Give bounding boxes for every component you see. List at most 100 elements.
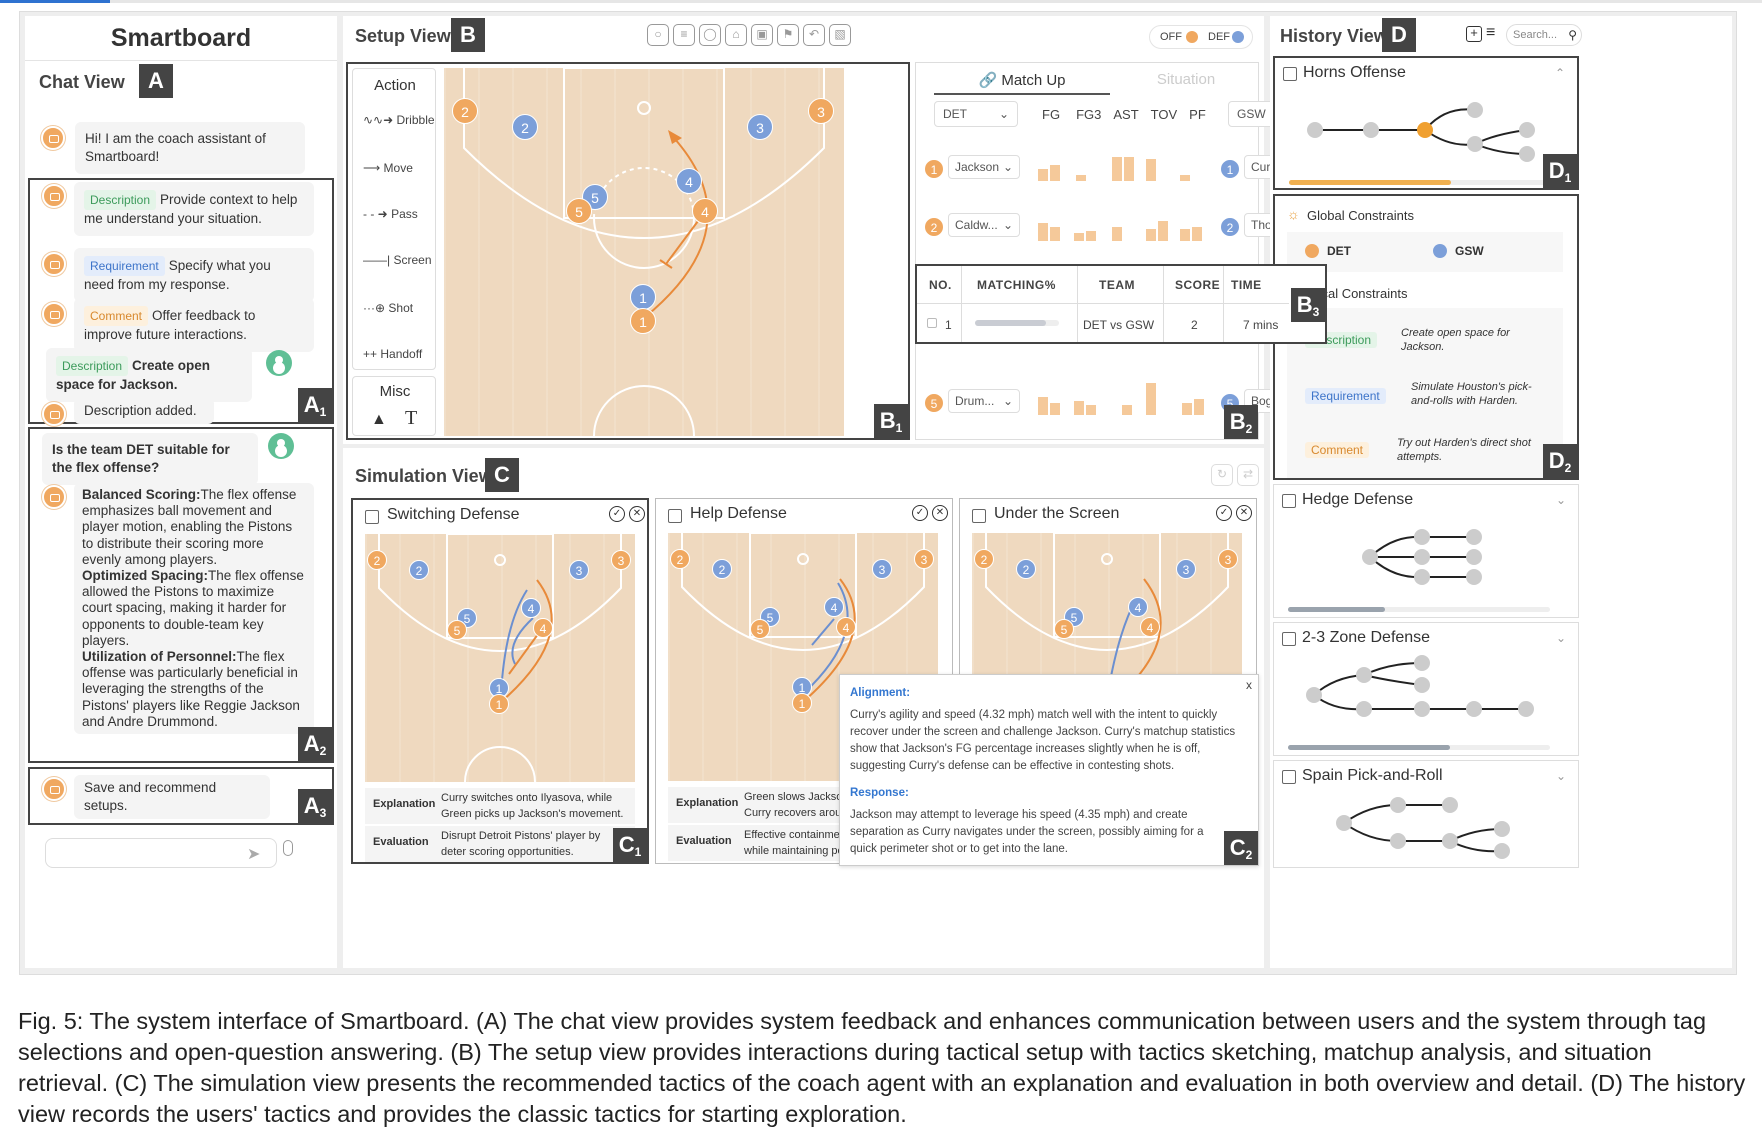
swap-icon[interactable]: ⇄ — [1237, 464, 1259, 486]
team-toggle[interactable]: OFF DEF — [1149, 25, 1253, 49]
stat-header: FG FG3 AST TOV PF — [1042, 107, 1206, 122]
card-title: Under the Screen — [994, 505, 1120, 522]
matchup-1-left-select[interactable]: Jackson ⌄ — [948, 155, 1020, 179]
b3-tag: B3 — [1291, 288, 1325, 322]
matchup-2-left-select[interactable]: Caldw... ⌄ — [948, 213, 1020, 237]
chat-a3-box: Save and recommend setups. A3 — [28, 767, 334, 825]
save-icon[interactable]: ▣ — [751, 24, 773, 46]
a3-tag: A3 — [298, 789, 332, 823]
tactic-icon — [365, 510, 379, 524]
player-o3: 3 — [1218, 549, 1238, 569]
card-title: Spain Pick-and-Roll — [1302, 767, 1443, 784]
chevron-down-icon[interactable]: ⌄ — [1555, 769, 1566, 783]
history-card-horns[interactable]: Horns Offense ⌃ D1 — [1273, 56, 1579, 190]
team-left-select[interactable]: DET ⌄ — [934, 101, 1018, 127]
tactic-tree — [1362, 529, 1482, 585]
accept-icon[interactable]: ✓ — [609, 506, 625, 522]
offense-player-5[interactable]: 5 — [566, 198, 592, 224]
sketch-court[interactable]: 2 2 3 3 4 4 5 5 1 1 — [444, 68, 844, 436]
tag-option-comment[interactable]: Comment Offer feedback to improve future … — [74, 298, 314, 352]
description-chip: Description — [84, 190, 157, 210]
bot-avatar — [42, 184, 66, 208]
reject-icon[interactable]: ✕ — [1236, 505, 1252, 521]
handoff-icon: ++ — [363, 347, 378, 361]
history-card-spain[interactable]: Spain Pick-and-Roll ⌄ — [1273, 760, 1579, 868]
matching-bar — [975, 320, 1059, 326]
player-d2: 2 — [409, 560, 429, 580]
cone-icon[interactable]: ▲ — [371, 411, 387, 428]
action-handoff[interactable]: ++ Handoff — [363, 347, 423, 361]
chevron-down-icon[interactable]: ⌄ — [1555, 631, 1566, 645]
trash-icon[interactable]: ▧ — [829, 24, 851, 46]
flag-icon[interactable]: ⚑ — [777, 24, 799, 46]
action-pass[interactable]: - - ➜ Pass — [363, 207, 418, 221]
offense-player-1[interactable]: 1 — [630, 308, 656, 334]
undo-icon[interactable]: ↶ — [803, 24, 825, 46]
player-o4: 4 — [1140, 617, 1160, 637]
defense-player-2[interactable]: 2 — [512, 114, 538, 140]
player-d4: 4 — [824, 597, 844, 617]
defense-player-1[interactable]: 1 — [630, 284, 656, 310]
accept-icon[interactable]: ✓ — [1216, 505, 1232, 521]
offense-player-4[interactable]: 4 — [692, 198, 718, 224]
chat-input[interactable] — [45, 838, 277, 868]
action-shot[interactable]: ···⊕ Shot — [363, 301, 414, 315]
action-screen[interactable]: ——| Screen — [363, 253, 432, 267]
tactic-icon — [1282, 632, 1296, 646]
filter-icon[interactable]: ≡ — [1486, 24, 1496, 41]
action-move[interactable]: ⟶ Move — [363, 161, 413, 175]
offense-player-3[interactable]: 3 — [808, 98, 834, 124]
list-icon[interactable]: ≡ — [673, 24, 695, 46]
tactic-tree — [1307, 102, 1535, 162]
smartboard-app: Smartboard Chat View A Hi! I am the coac… — [19, 11, 1737, 975]
reject-icon[interactable]: ✕ — [932, 505, 948, 521]
history-card-zone[interactable]: 2-3 Zone Defense ⌄ — [1273, 622, 1579, 756]
chat-bubble-icon[interactable]: ○ — [647, 24, 669, 46]
offense-player-2[interactable]: 2 — [452, 98, 478, 124]
defense-player-4[interactable]: 4 — [676, 168, 702, 194]
defense-player-3[interactable]: 3 — [747, 114, 773, 140]
sim-card-switching[interactable]: Switching Defense ✓ ✕ 2 2 3 3 4 — [351, 498, 649, 864]
action-dribble[interactable]: ∿∿➜ Dribble — [363, 113, 435, 127]
tactic-icon — [1282, 770, 1296, 784]
setup-b1-box: Action ∿∿➜ Dribble ⟶ Move - - ➜ Pass ——|… — [346, 62, 910, 440]
search-input[interactable]: Search... ⚲ — [1506, 24, 1582, 46]
tag-option-description[interactable]: Description Provide context to help me un… — [74, 182, 314, 236]
save-recommend-bubble[interactable]: Save and recommend setups. — [74, 775, 270, 819]
tab-situation[interactable]: Situation — [1156, 71, 1216, 88]
table-row[interactable]: 1 DET vs GSW 2 7 mins — [917, 304, 1289, 342]
accept-icon[interactable]: ✓ — [912, 505, 928, 521]
progress-track — [1288, 745, 1550, 750]
chevron-up-icon[interactable]: ⌃ — [1554, 66, 1565, 80]
tactic-tree — [1336, 797, 1510, 859]
col-no: NO. — [929, 278, 952, 292]
refresh-icon[interactable]: ↻ — [1211, 464, 1233, 486]
tab-matchup[interactable]: 🔗 Match Up — [934, 71, 1110, 95]
chevron-down-icon[interactable]: ⌄ — [1555, 493, 1566, 507]
microphone-icon[interactable] — [283, 840, 293, 856]
close-icon[interactable]: x — [1246, 678, 1252, 692]
sim-court: 2 2 3 3 4 4 5 5 — [972, 533, 1242, 693]
send-icon[interactable]: ➤ — [247, 846, 261, 863]
row-checkbox[interactable] — [927, 318, 937, 328]
reject-icon[interactable]: ✕ — [629, 506, 645, 522]
matchup-5-left-select[interactable]: Drum... ⌄ — [948, 389, 1020, 413]
tag-option-requirement[interactable]: Requirement Specify what you need from my… — [74, 248, 314, 302]
matchup-2-left-badge: 2 — [924, 217, 944, 237]
circle-icon[interactable]: ◯ — [699, 24, 721, 46]
detail-popup: x Alignment: Curry's agility and speed (… — [839, 674, 1259, 866]
setup-view-title: Setup View — [355, 26, 451, 46]
player-o3: 3 — [611, 550, 631, 570]
home-icon[interactable]: ⌂ — [725, 24, 747, 46]
bot-avatar — [41, 126, 65, 150]
player-d3: 3 — [1176, 559, 1196, 579]
add-icon[interactable]: + — [1466, 26, 1482, 42]
chat-a1-box: Description Provide context to help me un… — [28, 178, 334, 426]
app-title: Smartboard — [110, 24, 252, 52]
response-text: Jackson may attempt to leverage his spee… — [850, 809, 1204, 855]
lightbulb-icon: ☼ — [1287, 206, 1300, 222]
history-card-hedge[interactable]: Hedge Defense ⌄ — [1273, 484, 1579, 618]
ack-bubble: Description added. — [74, 398, 214, 424]
col-matching: MATCHING% — [977, 278, 1056, 292]
text-icon[interactable]: T — [405, 407, 418, 429]
